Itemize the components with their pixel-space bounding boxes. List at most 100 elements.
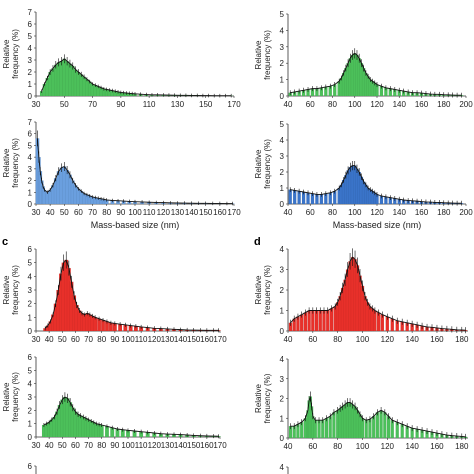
p5-y-tick-label: 6 (28, 245, 33, 254)
p5-y-tick-label: 2 (28, 300, 33, 309)
p7-y-axis-label: Relativefrequency (%) (2, 372, 20, 422)
p3-x-tick-label: 110 (143, 208, 156, 217)
p8-bar (375, 412, 380, 439)
p5-fit-line (44, 259, 219, 331)
p3-x-axis-label: Mass-based size (nm) (91, 220, 180, 230)
p1-x-tick-label: 70 (88, 100, 97, 109)
p2-y-tick-label: 2 (280, 59, 285, 68)
p5-x-tick-label: 40 (45, 335, 54, 344)
p2-y-axis-label: Relativefrequency (%) (254, 30, 272, 80)
p7-x-tick-label: 40 (45, 441, 54, 450)
p1-x-tick-label: 170 (227, 100, 241, 109)
p3-x-tick-label: 80 (102, 208, 111, 217)
p2-fit-line (290, 52, 462, 96)
p6-bar (329, 308, 334, 332)
p8-y-tick-label: 0 (280, 434, 285, 443)
p7-x-tick-label: 170 (213, 441, 227, 450)
p1-x-tick-label: 90 (116, 100, 125, 109)
p3-y-tick-label: 1 (28, 188, 33, 197)
p1-y-tick-label: 1 (28, 80, 33, 89)
p6-bar (311, 310, 315, 332)
p3-y-tick-label: 3 (28, 165, 33, 174)
p1-x-tick-label: 150 (199, 100, 213, 109)
p8-x-tick-label: 40 (284, 442, 293, 451)
p8-bar (379, 410, 383, 439)
p2-x-tick-label: 80 (328, 100, 337, 109)
p1-y-axis-label: Relativefrequency (%) (2, 29, 20, 79)
p7-fit-line (43, 396, 219, 437)
p1-y-tick-label: 4 (28, 44, 33, 53)
p5-x-tick-label: 140 (174, 335, 188, 344)
p3-x-tick-label: 170 (227, 208, 241, 217)
p4-y-tick-label: 5 (280, 120, 285, 129)
p7-y-tick-label: 0 (28, 433, 33, 442)
p6-x-tick-label: 140 (405, 335, 419, 344)
p4-y-tick-label: 2 (280, 168, 285, 177)
p3-y-tick-label: 2 (28, 177, 33, 186)
p8-x-tick-label: 100 (356, 442, 370, 451)
p3-y-tick-label: 5 (28, 141, 33, 150)
p8-bar (386, 416, 391, 439)
p2-y-tick-label: 5 (280, 10, 285, 19)
p4-fit-line (290, 165, 462, 204)
p4-y-tick-label: 4 (280, 136, 285, 145)
p3-x-tick-label: 60 (74, 208, 83, 217)
bottom-panel-2-y-tick-label: 4 (280, 463, 285, 472)
p8-fit-line (290, 396, 466, 438)
p8-x-tick-label: 160 (430, 442, 444, 451)
p4-x-tick-label: 200 (459, 208, 473, 217)
p7-x-tick-label: 30 (32, 441, 41, 450)
p2-x-tick-label: 160 (415, 100, 429, 109)
p6-x-tick-label: 120 (381, 335, 395, 344)
p7-x-tick-label: 70 (84, 441, 93, 450)
p3-x-tick-label: 30 (32, 208, 41, 217)
panel-label-d: d (254, 236, 261, 248)
p8-y-tick-label: 2 (280, 395, 285, 404)
p5-x-tick-label: 70 (84, 335, 93, 344)
p7-x-tick-label: 140 (174, 441, 188, 450)
p1-y-tick-label: 0 (28, 92, 33, 101)
p7-y-tick-label: 3 (28, 393, 33, 402)
p3-y-tick-label: 7 (28, 118, 33, 127)
p6-bar (373, 310, 377, 332)
p6-x-tick-label: 160 (430, 335, 444, 344)
p7-x-tick-label: 130 (161, 441, 175, 450)
p1-y-tick-label: 5 (28, 32, 33, 41)
p8-x-tick-label: 180 (455, 442, 469, 451)
p3-fit-line (36, 138, 233, 204)
p2-x-tick-label: 180 (437, 100, 451, 109)
p6-y-axis-label: Relativefrequency (%) (254, 265, 272, 315)
p7-y-tick-label: 6 (28, 353, 33, 362)
p4-y-tick-label: 3 (280, 152, 285, 161)
p4-y-tick-label: 1 (280, 184, 285, 193)
p6-y-tick-label: 4 (280, 245, 285, 254)
p3-y-tick-label: 4 (28, 153, 33, 162)
p3-x-tick-label: 70 (88, 208, 97, 217)
p8-bar (371, 416, 376, 439)
p4-x-tick-label: 40 (284, 208, 293, 217)
p5-x-tick-label: 100 (121, 335, 135, 344)
p7-x-tick-label: 80 (97, 441, 106, 450)
panel-label-c: c (2, 236, 8, 248)
p2-x-tick-label: 140 (393, 100, 407, 109)
p4-x-tick-label: 180 (437, 208, 451, 217)
p7-x-tick-label: 160 (200, 441, 214, 450)
p3-x-tick-label: 140 (185, 208, 199, 217)
p7-x-tick-label: 150 (187, 441, 201, 450)
p6-x-tick-label: 80 (333, 335, 342, 344)
p6-y-tick-label: 2 (280, 286, 285, 295)
p3-x-tick-label: 100 (128, 208, 142, 217)
p1-x-tick-label: 30 (32, 100, 41, 109)
p7-x-tick-label: 100 (121, 441, 135, 450)
p1-y-tick-label: 2 (28, 68, 33, 77)
p5-x-tick-label: 90 (110, 335, 119, 344)
p5-x-tick-label: 80 (97, 335, 106, 344)
p1-y-tick-label: 3 (28, 56, 33, 65)
p3-x-tick-label: 130 (171, 208, 185, 217)
bottom-panel-1-y-tick-label: 6 (28, 462, 33, 471)
p6-bar (325, 310, 330, 332)
p8-y-axis-label: Relativefrequency (%) (254, 373, 272, 423)
p3-x-tick-label: 50 (60, 208, 69, 217)
p6-bar (322, 310, 326, 332)
p4-x-tick-label: 160 (415, 208, 429, 217)
